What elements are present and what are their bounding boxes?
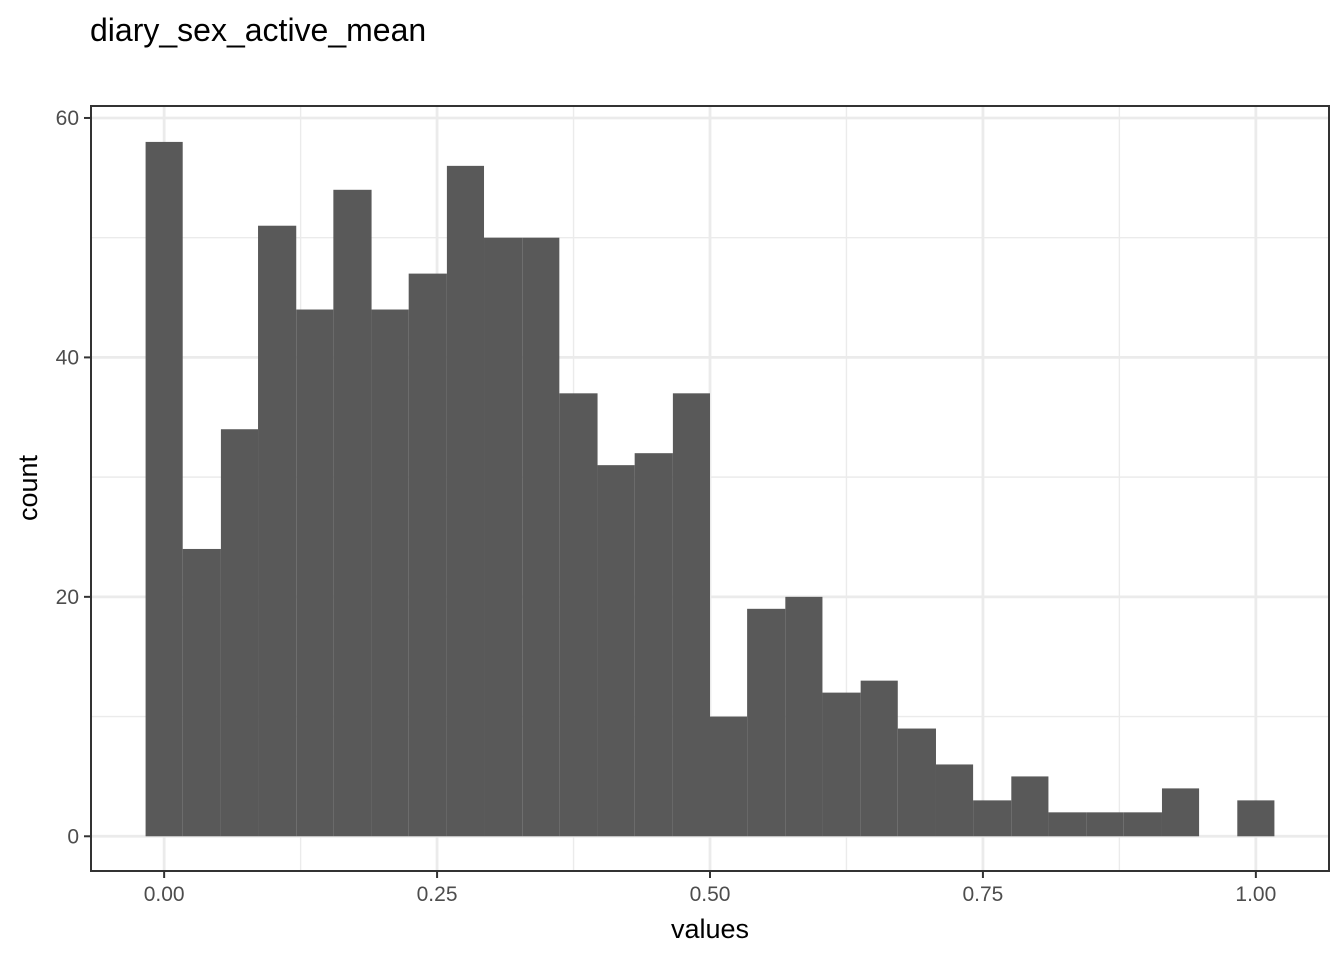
histogram-bar [860, 680, 898, 837]
x-axis-title: values [671, 914, 749, 944]
histogram-bar [559, 393, 598, 837]
histogram-bars [145, 141, 1275, 837]
x-tick-label: 0.50 [690, 883, 731, 906]
histogram-bar [1086, 812, 1124, 837]
chart-title: diary_sex_active_mean [90, 12, 426, 48]
histogram-bar [1237, 800, 1275, 837]
y-axis-ticks: 0 20 40 60 [56, 107, 91, 848]
histogram-bar [258, 225, 297, 837]
histogram-bar [1161, 788, 1200, 837]
histogram-bar [522, 237, 560, 837]
histogram-bar [296, 309, 334, 837]
y-tick-label: 0 [67, 825, 79, 848]
histogram-bar [145, 141, 183, 837]
histogram-bar [1048, 812, 1087, 837]
histogram-bar [973, 800, 1012, 837]
x-tick-label: 0.00 [144, 883, 185, 906]
histogram-bar [935, 764, 974, 837]
histogram-bar [710, 716, 748, 837]
y-axis-title: count [13, 454, 43, 521]
histogram-bar [333, 189, 372, 837]
x-axis-ticks: 0.00 0.25 0.50 0.75 1.00 [144, 871, 1276, 906]
histogram-bar [822, 692, 861, 837]
histogram-bar [1123, 812, 1162, 837]
histogram-bar [446, 165, 485, 837]
y-tick-label: 60 [56, 107, 79, 130]
x-tick-label: 0.25 [417, 883, 458, 906]
y-tick-label: 20 [56, 586, 79, 609]
histogram-bar [484, 237, 523, 837]
histogram-bar [747, 608, 786, 837]
histogram-bar [634, 453, 673, 837]
x-tick-label: 1.00 [1235, 883, 1276, 906]
x-tick-label: 0.75 [962, 883, 1003, 906]
histogram-bar [672, 393, 710, 837]
histogram-bar [897, 728, 936, 837]
histogram-bar [408, 273, 447, 837]
y-tick-label: 40 [56, 346, 79, 369]
histogram-bar [1011, 776, 1049, 837]
histogram-bar [597, 465, 635, 837]
histogram-bar [220, 429, 259, 837]
histogram-bar [182, 548, 221, 837]
histogram-bar [785, 596, 823, 837]
histogram-bar [371, 309, 409, 837]
